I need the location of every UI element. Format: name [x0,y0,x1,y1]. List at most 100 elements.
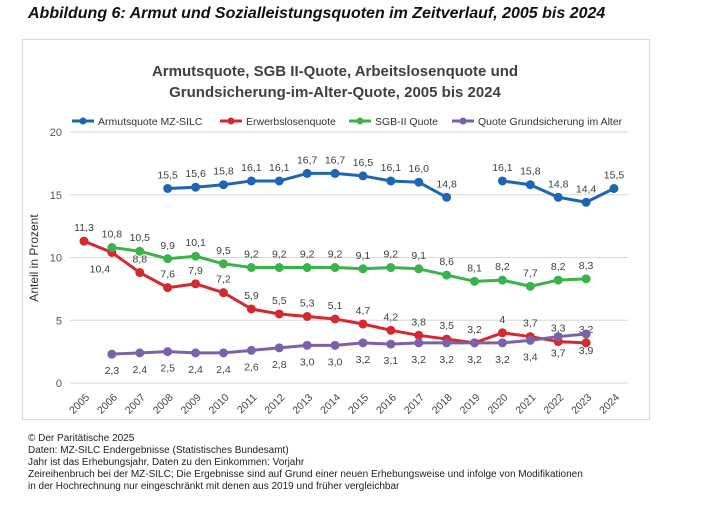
data-label: 2,4 [132,364,147,376]
data-point [553,332,563,342]
data-label: 10,1 [185,237,206,249]
data-point [302,340,312,350]
data-label: 3,2 [439,354,454,366]
data-label: 9,1 [411,250,426,262]
figure-title: Abbildung 6: Armut und Sozialleistungsqu… [28,5,606,22]
data-point [218,180,228,190]
legend-label: Quote Grundsicherung im Alter [478,116,623,128]
data-point [246,304,256,314]
data-point [302,311,312,321]
data-label: 5,9 [244,290,259,302]
x-tick-label: 2019 [458,392,483,417]
data-label: 5,1 [328,300,343,312]
data-point [163,183,173,193]
data-label: 3,7 [523,318,538,330]
data-point [330,168,340,178]
data-label: 14,8 [548,178,569,190]
data-label: 3,9 [579,345,594,357]
data-point [163,347,173,357]
data-label: 3,2 [495,354,510,366]
data-label: 3,2 [356,354,371,366]
data-point [414,330,424,340]
x-tick-label: 2007 [123,392,148,417]
x-tick-label: 2005 [67,392,92,417]
data-label: 9,2 [328,249,343,261]
data-point [191,348,201,358]
x-tick-label: 2015 [346,392,371,417]
data-point [386,339,396,349]
data-point [581,329,591,339]
data-point [246,176,256,186]
data-point [358,171,368,181]
data-label: 16,0 [409,163,430,175]
data-point [497,275,507,285]
data-label: 15,8 [520,166,541,178]
data-label: 3,5 [439,320,454,332]
data-point [302,168,312,178]
data-point [218,288,228,298]
x-tick-label: 2014 [318,392,343,417]
data-point [525,335,535,345]
data-label: 4,2 [384,311,399,323]
data-point [525,180,535,190]
notes: © Der Paritätische 2025 Daten: MZ-SILC E… [28,433,583,493]
data-point [386,325,396,335]
data-label: 16,1 [241,162,262,174]
data-point [163,283,173,293]
data-label: 2,6 [244,361,259,373]
data-point [191,251,201,261]
data-point [442,192,452,202]
data-label: 2,3 [105,365,120,377]
data-label: 8,2 [551,261,566,273]
data-label: 10,4 [90,263,111,275]
data-label: 7,7 [523,267,538,279]
x-tick-label: 2012 [262,392,287,417]
data-label: 4 [499,314,505,326]
x-tick-label: 2013 [290,392,315,417]
data-point [386,263,396,273]
data-label: 2,4 [216,364,231,376]
data-label: 16,7 [297,154,318,166]
data-label: 7,6 [160,269,175,281]
data-point [79,236,89,246]
data-label: 14,8 [436,178,457,190]
data-point [107,242,117,252]
y-tick-label: 0 [56,378,62,390]
data-label: 5,5 [272,295,287,307]
data-point [386,176,396,186]
legend-label: SGB-II Quote [375,116,438,128]
data-label: 3,2 [411,354,426,366]
data-point [358,264,368,274]
data-label: 3,0 [300,356,315,368]
series-line [111,332,587,356]
data-label: 3,1 [384,355,399,367]
data-label: 11,3 [74,222,94,234]
x-tick-label: 2022 [541,392,566,417]
y-tick-label: 15 [50,190,62,202]
data-label: 8,6 [439,256,454,268]
data-point [553,275,563,285]
legend-label: Armutsquote MZ-SILC [98,116,203,128]
data-label: 3,8 [411,316,426,328]
data-label: 10,5 [130,232,151,244]
x-tick-label: 2016 [374,392,399,417]
data-label: 10,8 [102,228,123,240]
y-tick-label: 10 [50,253,62,265]
data-point [107,349,117,359]
x-tick-label: 2010 [207,392,232,417]
data-point [302,263,312,273]
data-label: 16,1 [381,162,402,174]
data-label: 3,2 [467,324,482,336]
data-label: 9,2 [300,249,315,261]
data-label: 2,8 [272,359,287,371]
chart-title: Armutsquote, SGB II-Quote, Arbeitslosenq… [152,63,518,80]
x-tick-label: 2017 [402,392,427,417]
line-chart: Armutsquote, SGB II-Quote, Arbeitslosenq… [27,63,628,417]
data-label: 16,5 [353,157,374,169]
data-point [358,338,368,348]
x-tick-label: 2021 [513,392,538,417]
legend-marker [459,117,467,125]
legend-marker [356,117,364,125]
note-line: © Der Paritätische 2025 [28,433,135,444]
data-point [525,281,535,291]
